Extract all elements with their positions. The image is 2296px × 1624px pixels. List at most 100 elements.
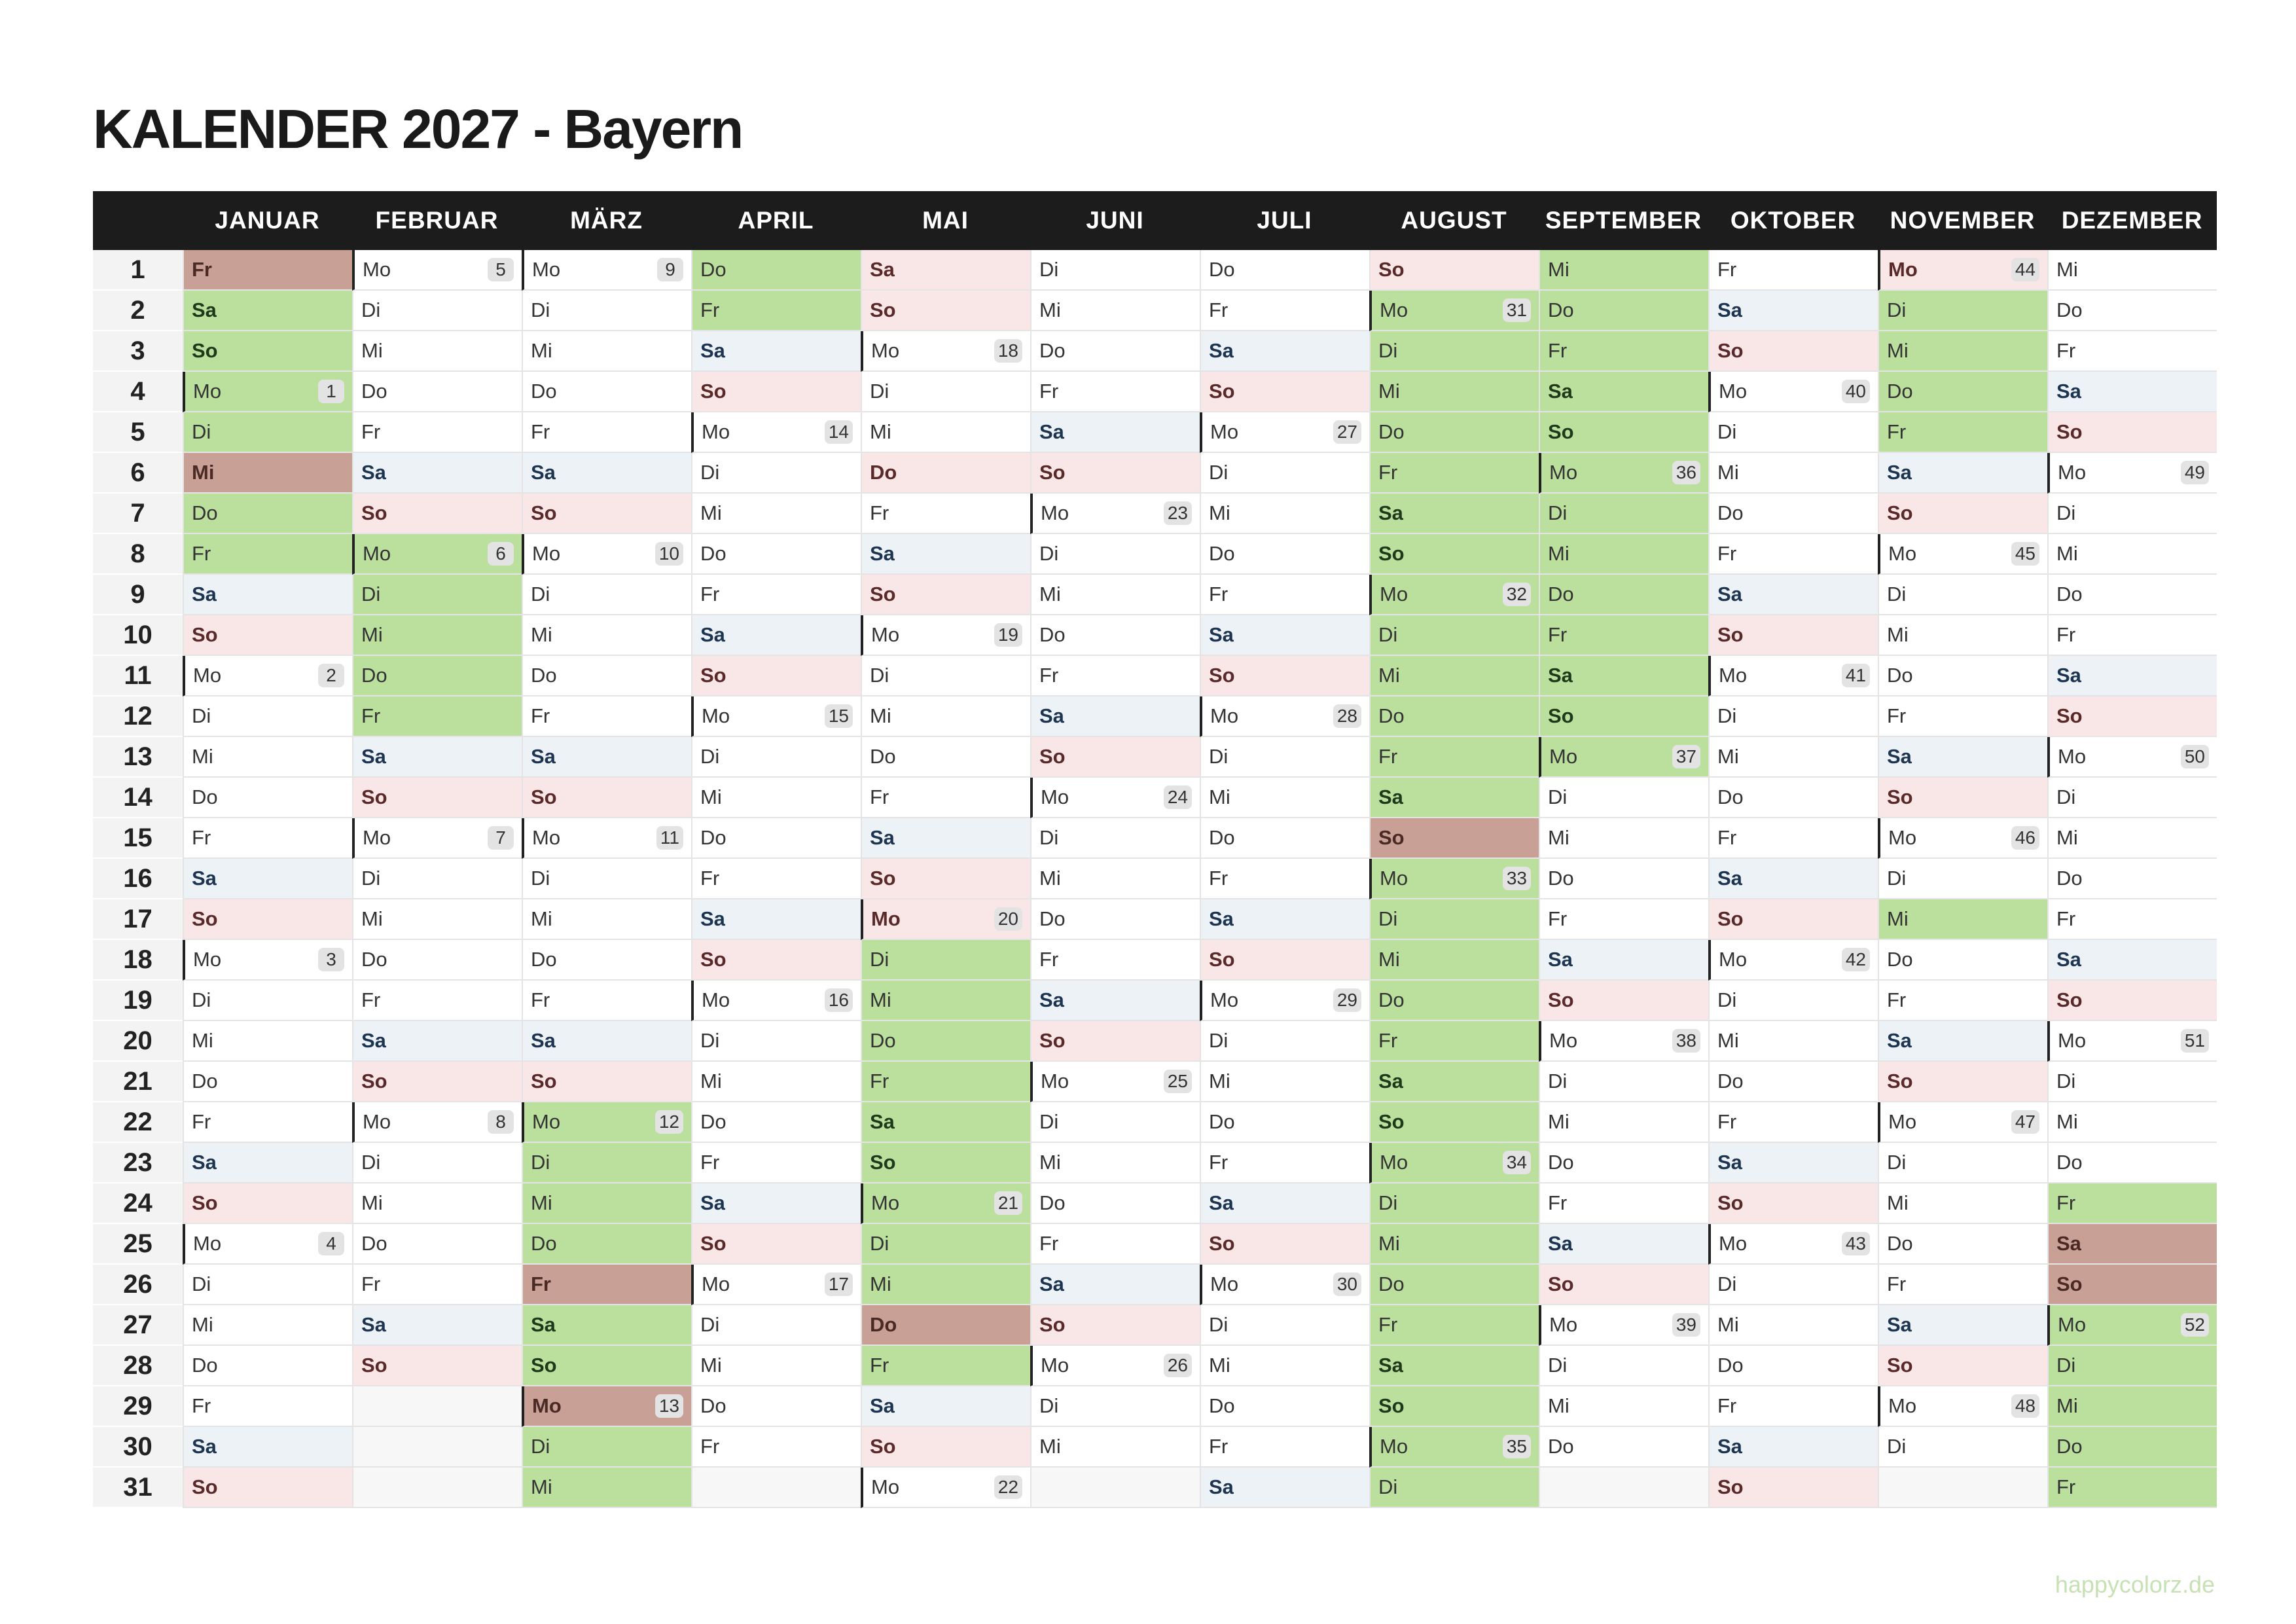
day-cell: Di: [522, 1143, 691, 1183]
day-cell: Mo 37: [1539, 737, 1708, 778]
day-cell: Di: [2047, 494, 2217, 534]
day-cell: Fr: [1369, 1305, 1539, 1346]
day-cell: Mi: [183, 737, 352, 778]
day-cell: Do: [1539, 291, 1708, 331]
month-header: JUNI: [1030, 191, 1200, 250]
week-number: 39: [1672, 1313, 1700, 1337]
day-cell: Di: [1369, 899, 1539, 940]
weekday: Di: [2056, 501, 2076, 524]
day-number: 12: [93, 696, 183, 737]
week-number: 13: [655, 1394, 683, 1418]
week-number: 7: [488, 826, 514, 850]
weekday: Fr: [1209, 298, 1229, 321]
day-number: 14: [93, 778, 183, 818]
day-cell: Di: [1878, 1427, 2047, 1468]
weekday: Mo: [871, 1191, 900, 1214]
weekday: Mi: [192, 1029, 213, 1052]
weekday: So: [1209, 380, 1235, 403]
weekday: Fr: [531, 704, 550, 727]
day-cell: Mi: [352, 331, 522, 372]
weekday: So: [1548, 1272, 1574, 1295]
weekday: Do: [1548, 867, 1574, 890]
day-cell: Di: [1030, 1102, 1200, 1143]
day-cell: Fr: [352, 1265, 522, 1305]
weekday: Fr: [192, 258, 212, 281]
weekday: Sa: [361, 745, 386, 768]
weekday: So: [700, 948, 726, 971]
day-cell: Sa: [352, 1305, 522, 1346]
weekday: Fr: [531, 420, 550, 443]
day-cell: Mo 5: [352, 250, 522, 291]
day-cell: So: [861, 1143, 1030, 1183]
weekday: Mo: [532, 826, 561, 849]
day-cell: Mo 44: [1878, 250, 2047, 291]
day-number: 24: [93, 1183, 183, 1224]
day-cell: Di: [183, 981, 352, 1021]
day-cell: Do: [183, 1062, 352, 1102]
day-cell: Di: [1878, 1143, 2047, 1183]
weekday: Mo: [1380, 1151, 1408, 1174]
weekday: Sa: [700, 623, 725, 646]
week-number: 6: [488, 542, 514, 566]
day-cell: Sa: [1708, 859, 1878, 899]
day-cell: So: [1369, 534, 1539, 575]
weekday: Fr: [1378, 1313, 1398, 1336]
day-cell: Sa: [1200, 1468, 1369, 1508]
day-cell: So: [522, 1062, 691, 1102]
weekday: So: [1039, 1313, 1066, 1336]
month-header: FEBRUAR: [352, 191, 522, 250]
weekday: Sa: [1548, 380, 1573, 403]
weekday: Sa: [192, 583, 217, 605]
weekday: Fr: [1039, 1232, 1059, 1255]
weekday: Do: [531, 664, 557, 687]
day-cell: Do: [352, 1224, 522, 1265]
day-cell: Di: [1708, 696, 1878, 737]
weekday: So: [870, 583, 896, 605]
weekday: Mi: [1548, 826, 1570, 849]
day-cell: Sa: [352, 737, 522, 778]
weekday: Di: [1548, 1354, 1568, 1377]
weekday: Di: [361, 867, 381, 890]
month-header: SEPTEMBER: [1539, 191, 1708, 250]
week-number: 28: [1333, 704, 1361, 728]
day-cell: Di: [522, 859, 691, 899]
month-header: JANUAR: [183, 191, 352, 250]
day-cell: Mo 45: [1878, 534, 2047, 575]
day-cell: So: [522, 494, 691, 534]
day-cell: Fr: [861, 778, 1030, 818]
weekday: Mi: [700, 1070, 722, 1092]
day-cell: Mo 31: [1369, 291, 1539, 331]
day-cell: Fr: [691, 575, 861, 615]
day-cell: Mi: [1369, 372, 1539, 412]
weekday: Mi: [531, 1475, 552, 1498]
day-cell: Mi: [1708, 1021, 1878, 1062]
weekday: Mo: [702, 704, 730, 727]
weekday: Sa: [192, 298, 217, 321]
day-cell: Fr: [352, 981, 522, 1021]
weekday: Sa: [870, 826, 895, 849]
day-cell: Di: [1539, 1346, 1708, 1386]
day-cell: Mi: [1708, 1305, 1878, 1346]
day-cell: Fr: [1708, 818, 1878, 859]
weekday: Fr: [1039, 664, 1059, 687]
week-number: 4: [318, 1232, 344, 1255]
day-cell: Mi: [1539, 1386, 1708, 1427]
day-cell: Fr: [1878, 981, 2047, 1021]
day-cell: Di: [861, 372, 1030, 412]
weekday: Di: [531, 298, 550, 321]
weekday: Fr: [700, 298, 720, 321]
weekday: Do: [870, 1313, 897, 1336]
week-number: 3: [318, 948, 344, 971]
day-cell: Do: [1878, 656, 2047, 696]
day-cell: So: [1708, 1468, 1878, 1508]
day-cell: Mo 49: [2047, 453, 2217, 494]
day-cell: Mi: [691, 1346, 861, 1386]
day-cell: Mo 6: [352, 534, 522, 575]
day-cell: Fr: [1200, 291, 1369, 331]
weekday: So: [1548, 988, 1574, 1011]
week-number: 14: [824, 420, 853, 444]
day-cell: Do: [691, 534, 861, 575]
weekday: Sa: [1887, 1313, 1912, 1336]
weekday: Sa: [1717, 1435, 1742, 1458]
weekday: Mi: [1378, 380, 1400, 403]
